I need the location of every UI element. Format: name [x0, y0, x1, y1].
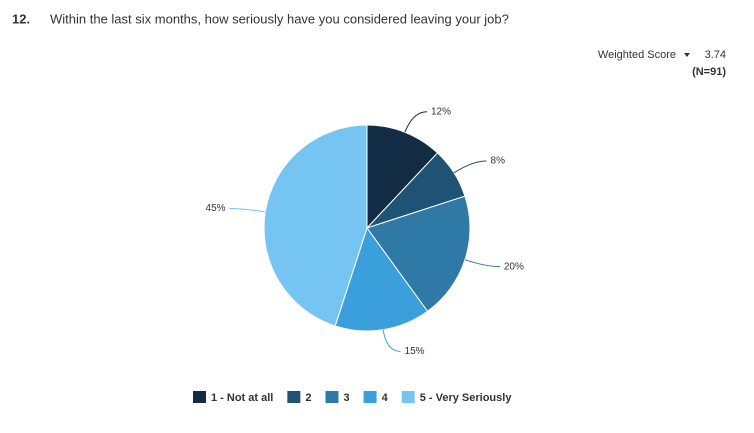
- legend-swatch: [363, 391, 377, 403]
- leader-line: [229, 207, 266, 213]
- data-label: 45%: [206, 203, 226, 214]
- legend-swatch: [325, 391, 339, 403]
- legend-label: 5 - Very Seriously: [420, 392, 513, 404]
- dropdown-caret[interactable]: [684, 53, 690, 57]
- pie-slice: [263, 124, 368, 327]
- leader-line: [453, 160, 487, 174]
- legend: 1 - Not at all 2 3 4 5 - Very Seriously: [193, 391, 512, 404]
- legend-label: 3: [343, 392, 349, 404]
- question-text: Within the last six months, how seriousl…: [50, 11, 509, 26]
- question-number: 12.: [12, 11, 30, 26]
- leader-line: [404, 111, 428, 133]
- data-label: 15%: [405, 346, 425, 357]
- pie: 12% 8% 20% 15% 45%: [206, 106, 524, 357]
- legend-label: 4: [382, 392, 389, 404]
- data-label: 12%: [431, 106, 451, 117]
- legend-swatch: [287, 391, 301, 403]
- legend-label: 2: [305, 392, 311, 404]
- legend-label: 1 - Not at all: [211, 392, 273, 404]
- leader-line: [382, 329, 401, 352]
- legend-swatch: [401, 391, 415, 403]
- data-label: 8%: [491, 156, 506, 167]
- sample-size: (N=91): [692, 66, 726, 78]
- legend-swatch: [193, 391, 206, 403]
- data-label: 20%: [504, 261, 524, 272]
- score-label[interactable]: Weighted Score: [598, 49, 676, 61]
- pie-slice: [366, 124, 439, 230]
- score-value: 3.74: [705, 49, 726, 61]
- leader-line: [464, 259, 500, 268]
